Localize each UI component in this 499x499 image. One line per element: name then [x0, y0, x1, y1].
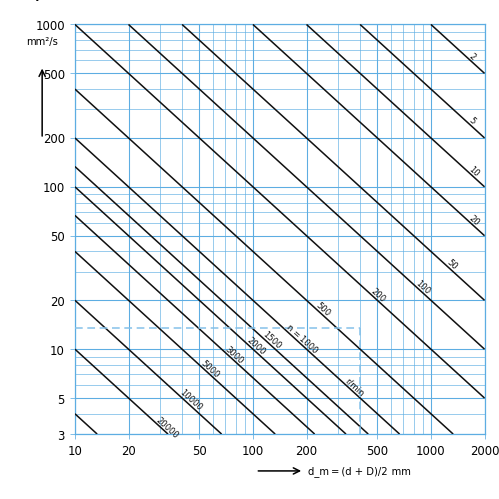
Text: 20000: 20000: [154, 415, 180, 440]
Text: v: v: [34, 0, 42, 4]
Text: mm²/s: mm²/s: [26, 37, 57, 47]
Text: 5000: 5000: [199, 358, 221, 379]
Text: 5: 5: [467, 116, 477, 126]
Text: d_m = (d + D)/2  mm: d_m = (d + D)/2 mm: [308, 466, 411, 477]
Text: 2000: 2000: [245, 335, 266, 356]
Text: 10000: 10000: [178, 388, 204, 413]
Text: 10: 10: [467, 165, 481, 179]
Text: 100: 100: [413, 278, 431, 295]
Text: 500: 500: [313, 300, 331, 318]
Text: 50: 50: [445, 258, 459, 272]
Text: 1500: 1500: [260, 329, 282, 350]
Text: 2: 2: [467, 51, 477, 62]
Text: 3000: 3000: [223, 344, 245, 365]
Text: 20: 20: [467, 214, 481, 228]
Text: r/min: r/min: [342, 376, 365, 397]
Text: n = 1000: n = 1000: [284, 322, 318, 355]
Text: 200: 200: [369, 286, 387, 304]
